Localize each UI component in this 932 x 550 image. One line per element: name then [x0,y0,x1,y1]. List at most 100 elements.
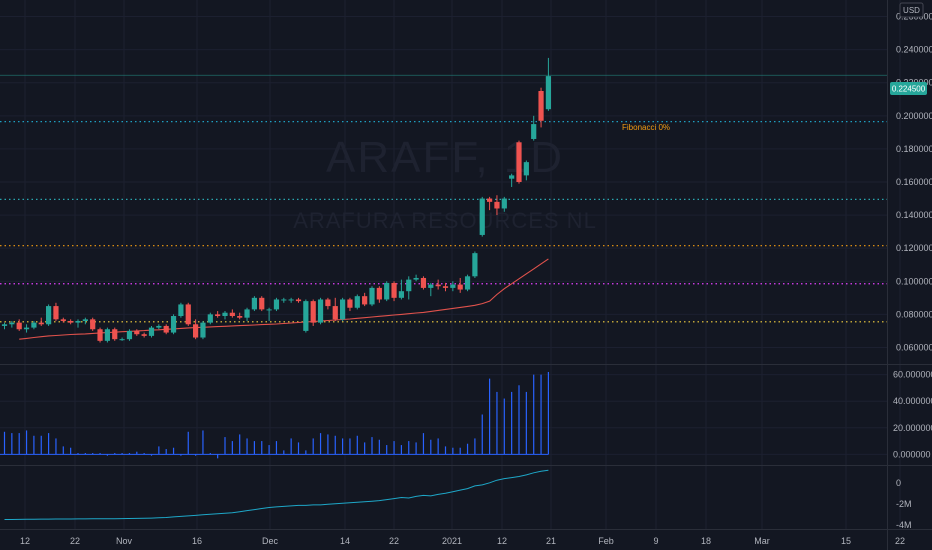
candle[interactable] [207,312,213,325]
candle[interactable] [273,297,280,312]
candle[interactable] [406,276,412,300]
volume-tick: 40.000000 [893,396,932,406]
candle[interactable] [126,329,133,341]
candle[interactable] [376,286,382,303]
candle[interactable] [420,276,427,290]
candle[interactable] [347,297,353,312]
candle[interactable] [200,320,206,340]
candle[interactable] [472,251,478,278]
candle[interactable] [288,297,294,303]
candle-body [472,253,478,277]
candle[interactable] [281,297,287,303]
candle-body [428,284,434,288]
candle[interactable] [369,286,375,307]
candle[interactable] [82,317,88,325]
candle[interactable] [112,327,118,341]
candle[interactable] [494,195,500,216]
candle[interactable] [362,292,368,307]
candle[interactable] [16,319,22,331]
candle[interactable] [479,196,485,237]
time-axis[interactable]: 12 22 Nov 16 Dec 14 22 2021 12 21 Feb 9 18 Mar 15 22 [20,536,905,546]
candle[interactable] [413,274,419,282]
candle[interactable] [193,319,199,340]
candle[interactable] [435,279,441,290]
candle[interactable] [317,297,324,325]
candle[interactable] [1,322,8,330]
candle[interactable] [509,173,515,187]
candle-body [1,324,8,326]
candle[interactable] [332,297,338,321]
candle[interactable] [340,297,346,321]
candle[interactable] [531,115,537,141]
candle[interactable] [141,332,147,338]
candle-body [340,299,346,320]
candle[interactable] [215,311,221,318]
candle[interactable] [119,337,125,341]
candle[interactable] [545,57,551,111]
last-price-badge-bg [890,82,927,95]
candle[interactable] [38,317,44,326]
candle[interactable] [303,299,309,333]
candle[interactable] [244,307,250,321]
indicator-tick: -2M [896,499,912,509]
candle[interactable] [9,320,15,328]
fibonacci-levels[interactable] [0,121,887,323]
candle[interactable] [97,327,103,343]
candle[interactable] [354,294,360,310]
candle[interactable] [516,140,522,184]
candle[interactable] [170,314,177,335]
currency-label[interactable]: USD [903,6,920,15]
candle[interactable] [450,281,456,292]
candle[interactable] [156,324,162,330]
candle[interactable] [464,274,471,292]
candle[interactable] [68,319,74,325]
candle[interactable] [229,309,235,318]
candle-body [237,316,243,318]
candle[interactable] [237,312,243,320]
candle[interactable] [178,302,184,318]
candle-body [185,304,191,325]
last-price-value: 0.224500 [892,85,926,94]
candle-body [119,339,125,341]
candle[interactable] [487,196,493,211]
candle[interactable] [53,302,59,321]
candle[interactable] [428,282,434,297]
candle-body [281,299,287,301]
candle[interactable] [538,87,544,128]
candle[interactable] [23,324,30,333]
candle[interactable] [295,297,302,303]
candle[interactable] [523,160,529,181]
candle[interactable] [148,325,155,338]
candle[interactable] [60,317,66,323]
candle[interactable] [501,196,507,212]
candle[interactable] [325,297,331,310]
currency-button-bg[interactable] [899,2,924,18]
candle[interactable] [266,307,272,321]
indicator-series [4,469,549,520]
candle-body [406,279,412,292]
candle[interactable] [251,296,257,312]
currency-button[interactable]: USD [899,2,924,18]
candle[interactable] [185,302,191,326]
candle[interactable] [163,324,169,335]
candle[interactable] [104,327,110,343]
candle[interactable] [310,299,316,326]
candles[interactable] [1,57,551,343]
candle[interactable] [222,311,228,320]
candle[interactable] [398,279,404,300]
candle[interactable] [457,277,463,293]
candle[interactable] [442,282,449,292]
candle[interactable] [391,281,397,302]
candle[interactable] [384,281,390,302]
candle[interactable] [90,317,96,331]
candle[interactable] [134,329,140,336]
candle-body [112,329,118,340]
time-tick: Feb [598,536,614,546]
candle[interactable] [75,319,81,328]
candle[interactable] [259,296,265,312]
candle-body [369,287,375,305]
candle[interactable] [31,320,37,330]
candle[interactable] [46,304,52,326]
